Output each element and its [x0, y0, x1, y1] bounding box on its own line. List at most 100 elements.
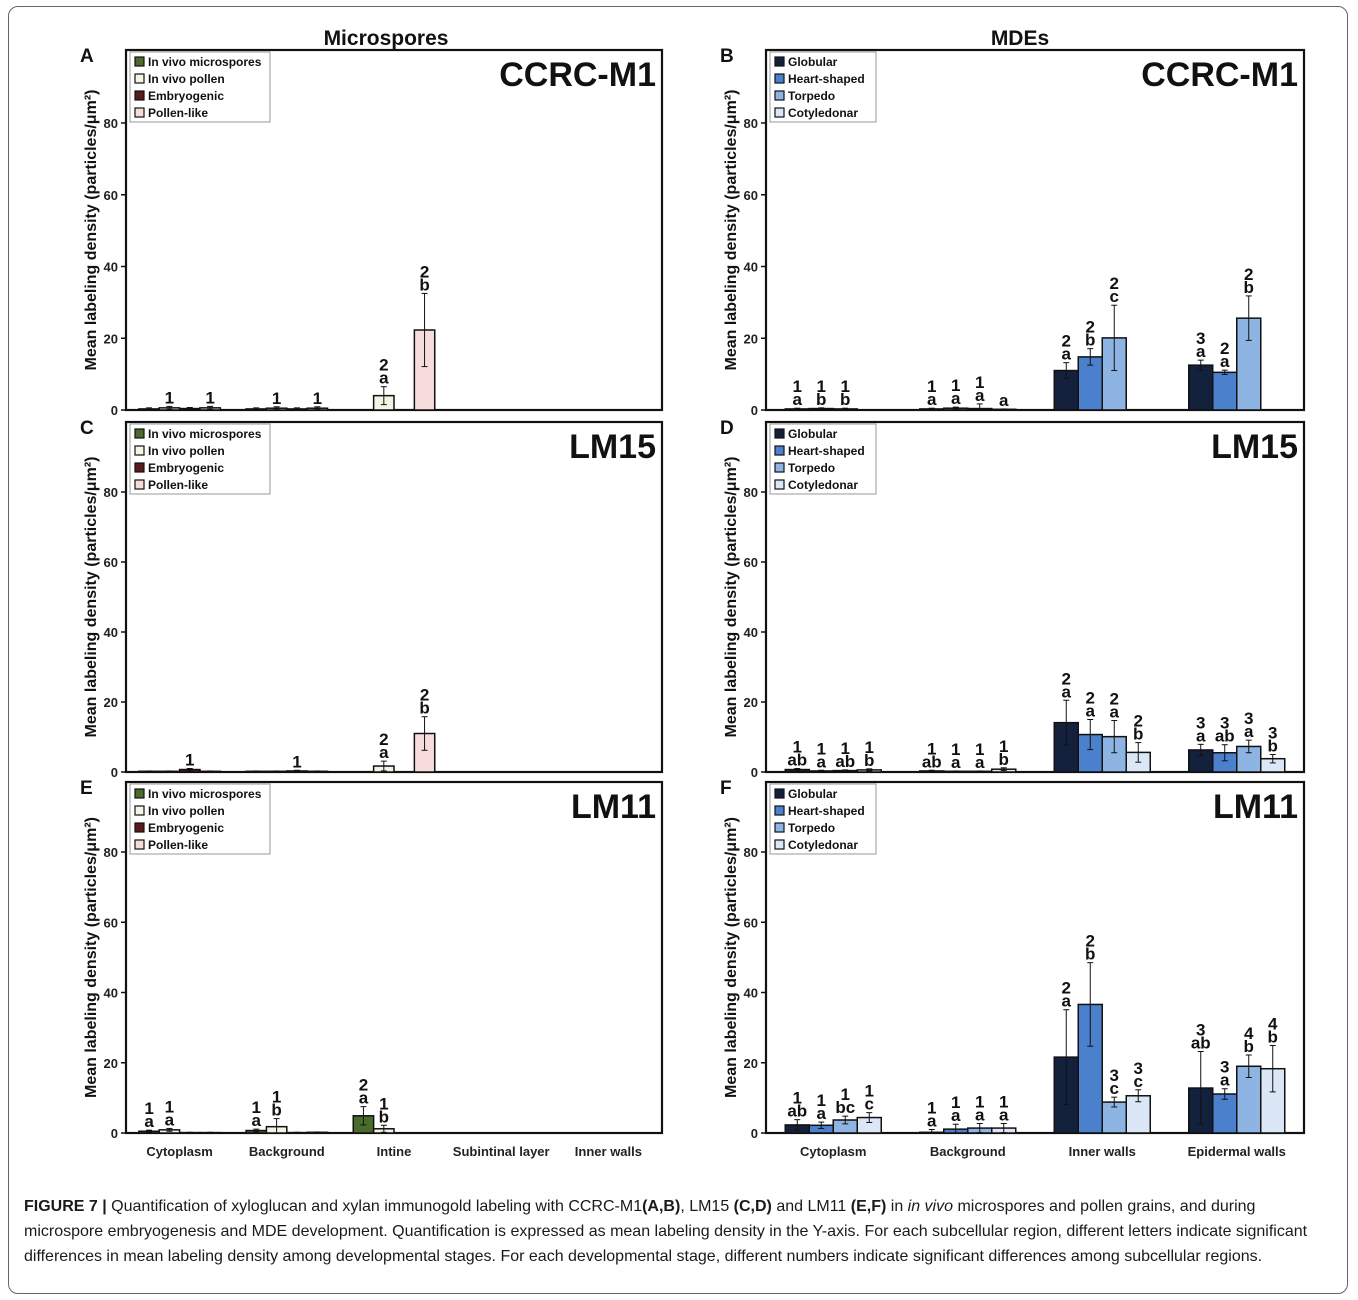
legend-swatch — [774, 788, 785, 799]
significance-label: 2 — [1086, 318, 1095, 337]
bar — [1260, 1067, 1286, 1134]
caption-text-3: and LM11 — [771, 1198, 851, 1215]
y-tick-label: 40 — [104, 625, 118, 640]
legend-swatch — [774, 805, 785, 816]
y-axis-label: Mean labeling density (particles/μm²) — [723, 457, 740, 738]
bar — [1188, 364, 1214, 411]
significance-label: b — [999, 750, 1009, 769]
significance-label: 2 — [1062, 332, 1071, 351]
significance-label: 1 — [817, 377, 826, 396]
legend-swatch — [134, 822, 145, 833]
legend-label: Cotyledonar — [788, 478, 858, 492]
significance-label: b — [1268, 1028, 1278, 1047]
significance-label: a — [144, 1112, 154, 1131]
significance-label: 1 — [951, 376, 960, 395]
x-tick-label: Intine — [377, 1144, 412, 1159]
significance-label: a — [1196, 342, 1206, 361]
significance-label: a — [1220, 1071, 1230, 1090]
significance-label: a — [951, 753, 961, 772]
legend-swatch — [774, 428, 785, 439]
y-tick-label: 60 — [104, 915, 118, 930]
significance-label: 2 — [1110, 690, 1119, 709]
legend-swatch — [774, 462, 785, 473]
column-title-mdes: MDEs — [991, 27, 1049, 50]
significance-label: 2 — [420, 262, 429, 281]
significance-label: 3 — [1134, 1059, 1143, 1078]
panel-e: E LM11 0 20 40 60 80 Mean labeling density (par… — [80, 778, 664, 1159]
y-tick-label: 0 — [111, 403, 118, 418]
significance-label: a — [975, 1106, 985, 1125]
significance-label: a — [975, 753, 985, 772]
significance-label: 1 — [817, 739, 826, 758]
panel-b: B CCRC-M1 0 20 40 60 80 Mean labeling density (… — [720, 46, 1306, 418]
legend-label: Globular — [788, 55, 838, 69]
y-axis-label: Mean labeling density (particles/μm²) — [83, 457, 100, 738]
bar — [1212, 371, 1238, 411]
significance-label: a — [1062, 992, 1072, 1011]
y-tick-label: 60 — [744, 188, 758, 203]
significance-label: 1 — [975, 373, 984, 392]
significance-label: a — [165, 1110, 175, 1129]
y-tick-label: 20 — [744, 1056, 758, 1071]
x-tick-label: Cytoplasm — [800, 1144, 866, 1159]
legend-label: In vivo microspores — [148, 55, 262, 69]
y-tick-label: 0 — [751, 403, 758, 418]
panel-c: C LM15 0 20 40 60 80 Mean labeling density (par… — [80, 418, 664, 780]
bar — [1212, 1093, 1238, 1134]
significance-label: bc — [835, 1098, 855, 1117]
significance-label: b — [379, 1107, 389, 1126]
significance-label: 1 — [841, 1085, 850, 1104]
figure-frame — [8, 6, 1348, 1294]
legend-label: Cotyledonar — [788, 838, 858, 852]
significance-label: c — [1134, 1072, 1143, 1091]
significance-label: 1 — [841, 739, 850, 758]
panel-f: F LM11 0 20 40 60 80 Mean labeling density (par… — [720, 778, 1306, 1159]
significance-label: 1 — [272, 389, 281, 408]
legend-label: Torpedo — [788, 821, 835, 835]
significance-label: b — [1085, 331, 1095, 350]
significance-label: a — [1086, 702, 1096, 721]
significance-label: 1 — [817, 1091, 826, 1110]
legend-swatch — [134, 90, 145, 101]
significance-label: 2 — [1062, 979, 1071, 998]
significance-label: 1 — [951, 740, 960, 759]
caption-text-2: , LM15 — [680, 1198, 734, 1215]
significance-label: a — [999, 1106, 1009, 1125]
antibody-label: CCRC-M1 — [1141, 56, 1298, 94]
significance-label: 2 — [379, 356, 388, 375]
y-tick-label: 40 — [104, 986, 118, 1001]
legend-label: In vivo pollen — [148, 444, 225, 458]
x-tick-label: Background — [930, 1144, 1006, 1159]
legend-swatch — [774, 822, 785, 833]
legend-swatch — [134, 788, 145, 799]
legend-swatch — [774, 73, 785, 84]
legend-label: Heart-shaped — [788, 444, 865, 458]
legend-box — [129, 423, 271, 495]
significance-label: 2 — [420, 686, 429, 705]
legend-swatch — [774, 107, 785, 118]
significance-label: 3 — [1110, 1066, 1119, 1085]
caption-in-vivo: in vivo — [907, 1198, 954, 1215]
panel-a: A CCRC-M1 0 20 40 60 80 Mean labeling density (… — [80, 46, 664, 418]
antibody-label: LM15 — [569, 428, 656, 466]
legend-box — [769, 783, 877, 855]
y-tick-label: 20 — [104, 331, 118, 346]
legend-label: Heart-shaped — [788, 72, 865, 86]
legend-label: Heart-shaped — [788, 804, 865, 818]
caption-text-5: microspores and pollen grains, and durin… — [24, 1198, 1308, 1265]
legend-swatch — [134, 56, 145, 67]
significance-label: a — [999, 391, 1009, 410]
y-tick-label: 40 — [104, 260, 118, 275]
significance-label: a — [817, 752, 827, 771]
y-tick-label: 80 — [104, 845, 118, 860]
significance-label: ab — [1215, 727, 1235, 746]
significance-label: 1 — [793, 738, 802, 757]
significance-label: 2 — [379, 730, 388, 749]
significance-label: ab — [835, 752, 855, 771]
significance-label: b — [840, 390, 850, 409]
significance-label: 2 — [1244, 265, 1253, 284]
significance-label: a — [927, 1111, 937, 1130]
antibody-label: CCRC-M1 — [499, 56, 656, 94]
significance-label: 1 — [927, 1098, 936, 1117]
